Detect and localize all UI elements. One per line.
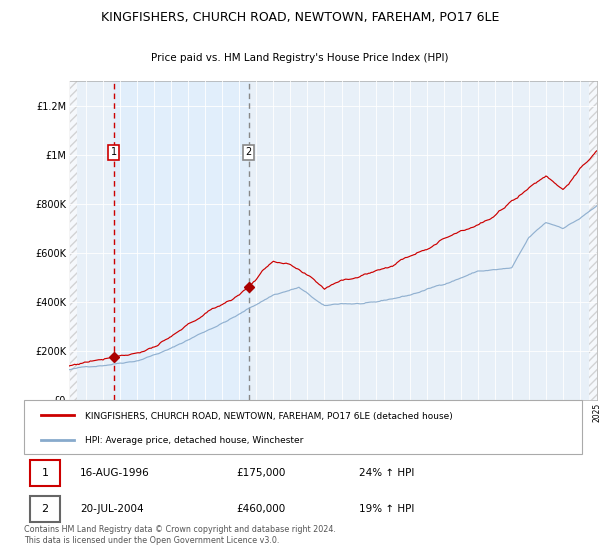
FancyBboxPatch shape [29, 496, 60, 521]
Text: £175,000: £175,000 [236, 468, 286, 478]
Text: 24% ↑ HPI: 24% ↑ HPI [359, 468, 414, 478]
Text: 16-AUG-1996: 16-AUG-1996 [80, 468, 149, 478]
Text: 1: 1 [110, 147, 116, 157]
Bar [113, 81, 248, 400]
Text: Price paid vs. HM Land Registry's House Price Index (HPI): Price paid vs. HM Land Registry's House … [151, 53, 449, 63]
FancyBboxPatch shape [29, 460, 60, 486]
Text: KINGFISHERS, CHURCH ROAD, NEWTOWN, FAREHAM, PO17 6LE: KINGFISHERS, CHURCH ROAD, NEWTOWN, FAREH… [101, 11, 499, 25]
Text: Contains HM Land Registry data © Crown copyright and database right 2024.
This d: Contains HM Land Registry data © Crown c… [24, 525, 336, 545]
Text: KINGFISHERS, CHURCH ROAD, NEWTOWN, FAREHAM, PO17 6LE (detached house): KINGFISHERS, CHURCH ROAD, NEWTOWN, FAREH… [85, 412, 453, 421]
Text: 19% ↑ HPI: 19% ↑ HPI [359, 504, 414, 514]
Text: 20-JUL-2004: 20-JUL-2004 [80, 504, 143, 514]
Text: £460,000: £460,000 [236, 504, 285, 514]
Text: 2: 2 [245, 147, 251, 157]
Text: 1: 1 [41, 468, 49, 478]
Text: 2: 2 [41, 504, 49, 514]
FancyBboxPatch shape [24, 400, 582, 454]
Text: HPI: Average price, detached house, Winchester: HPI: Average price, detached house, Winc… [85, 436, 304, 445]
